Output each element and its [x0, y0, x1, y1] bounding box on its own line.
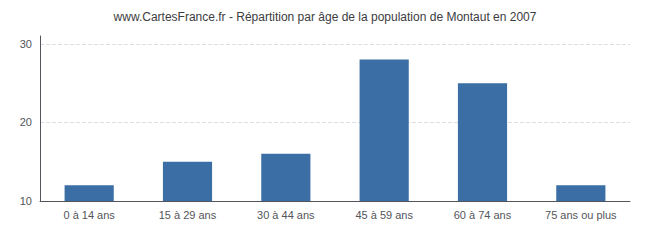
svg-text:www.CartesFrance.fr - Répartit: www.CartesFrance.fr - Répartition par âg…: [113, 10, 537, 24]
svg-text:20: 20: [20, 116, 32, 128]
svg-text:60 à 74 ans: 60 à 74 ans: [454, 209, 512, 221]
svg-text:0 à 14 ans: 0 à 14 ans: [63, 209, 115, 221]
svg-text:10: 10: [20, 195, 32, 207]
svg-text:30 à 44 ans: 30 à 44 ans: [257, 209, 315, 221]
svg-text:15 à 29 ans: 15 à 29 ans: [159, 209, 217, 221]
svg-text:30: 30: [20, 38, 32, 50]
svg-text:75 ans ou plus: 75 ans ou plus: [545, 209, 617, 221]
svg-text:45 à 59 ans: 45 à 59 ans: [355, 209, 413, 221]
